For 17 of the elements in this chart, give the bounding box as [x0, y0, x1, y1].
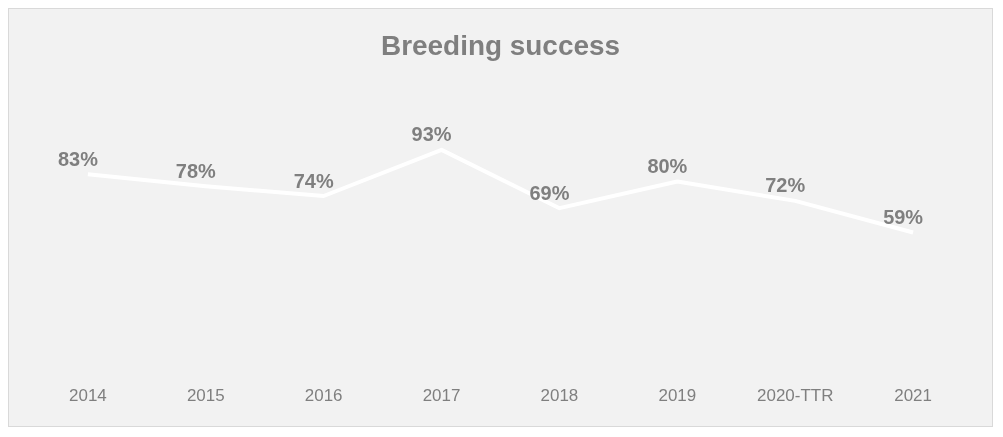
x-tick-label: 2020-TTR [757, 385, 834, 405]
data-label: 83% [57, 147, 99, 170]
x-tick-label: 2018 [540, 385, 579, 405]
data-label: 93% [411, 123, 452, 146]
data-label: 78% [175, 159, 217, 182]
data-label: 74% [293, 169, 334, 192]
x-tick-label: 2021 [894, 385, 932, 405]
x-tick-label: 2016 [304, 385, 343, 405]
x-tick-label: 2014 [69, 385, 107, 405]
chart-title: Breeding success [380, 30, 621, 62]
x-tick-label: 2017 [422, 385, 461, 405]
x-tick-label: 2019 [658, 385, 697, 405]
data-label: 69% [529, 181, 570, 204]
data-label: 80% [647, 155, 688, 177]
x-tick-label: 2015 [186, 385, 225, 405]
data-label: 72% [765, 174, 806, 197]
data-label: 59% [883, 206, 924, 229]
